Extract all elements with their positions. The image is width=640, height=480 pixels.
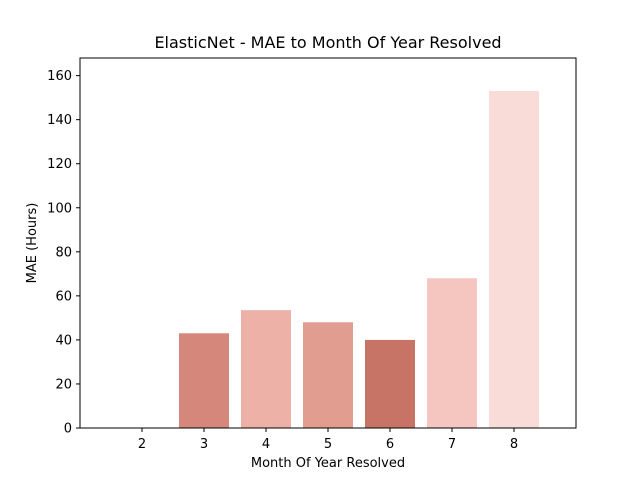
x-axis-label: Month Of Year Resolved — [251, 456, 405, 471]
bar-month-3 — [179, 333, 229, 428]
x-tick-label: 2 — [138, 437, 146, 452]
y-tick-label: 60 — [55, 289, 72, 304]
y-tick-label: 160 — [47, 69, 72, 84]
bar-month-8 — [489, 91, 539, 429]
x-axis: 2 3 4 5 6 7 8 — [138, 428, 518, 452]
y-tick-label: 0 — [64, 422, 72, 437]
x-tick-label: 4 — [262, 437, 270, 452]
x-tick-label: 6 — [386, 437, 394, 452]
y-tick-label: 100 — [47, 201, 72, 216]
x-tick-label: 7 — [448, 437, 456, 452]
bars-group — [179, 91, 539, 429]
y-axis-label: MAE (Hours) — [25, 203, 40, 284]
y-axis: 0 20 40 60 80 100 120 140 160 — [47, 69, 80, 437]
bar-month-5 — [303, 322, 353, 428]
bar-month-7 — [427, 278, 477, 428]
x-tick-label: 8 — [510, 437, 518, 452]
y-tick-label: 20 — [55, 377, 72, 392]
y-tick-label: 120 — [47, 157, 72, 172]
y-tick-label: 40 — [55, 333, 72, 348]
bar-month-6 — [365, 339, 415, 428]
chart-title: ElasticNet - MAE to Month Of Year Resolv… — [154, 33, 501, 52]
y-tick-label: 140 — [47, 113, 72, 128]
x-tick-label: 3 — [200, 437, 208, 452]
x-tick-label: 5 — [324, 437, 332, 452]
bar-month-4 — [241, 310, 291, 428]
y-tick-label: 80 — [55, 245, 72, 260]
